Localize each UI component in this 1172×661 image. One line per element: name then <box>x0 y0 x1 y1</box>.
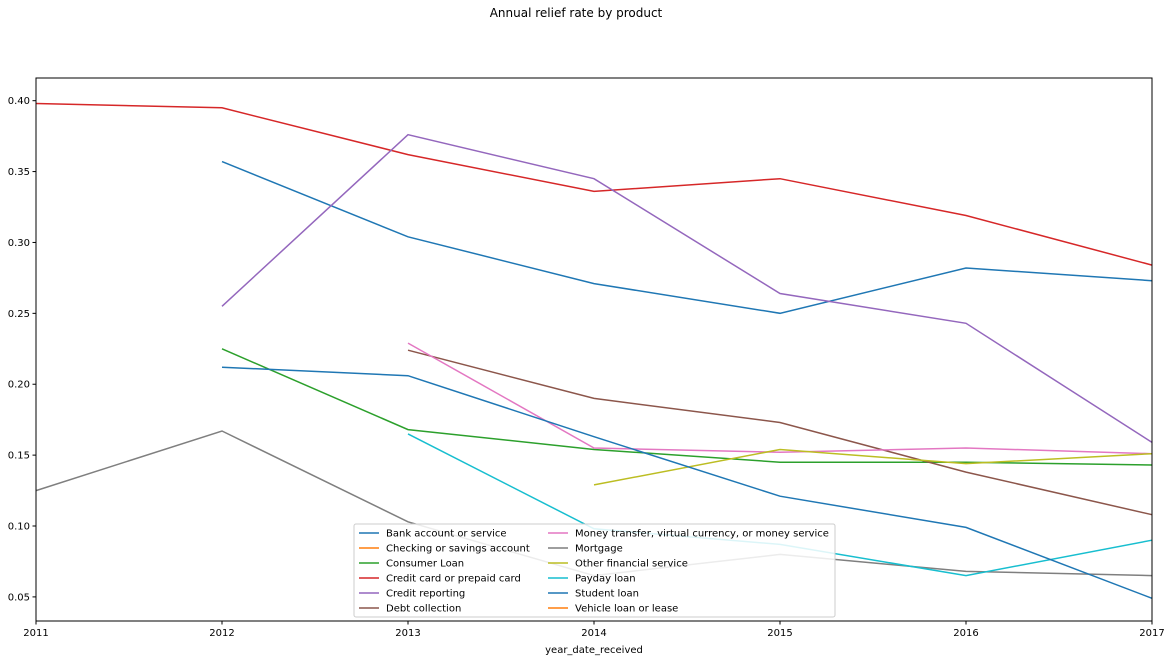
x-tick-label: 2016 <box>953 628 978 639</box>
y-tick-label: 0.15 <box>8 451 30 462</box>
y-tick-label: 0.30 <box>8 238 30 249</box>
x-tick-label: 2015 <box>767 628 792 639</box>
x-tick-label: 2012 <box>209 628 234 639</box>
series-line-2 <box>221 348 1153 466</box>
x-tick-label: 2013 <box>395 628 420 639</box>
legend-entry-label: Checking or savings account <box>386 544 530 555</box>
y-axis: 0.05 0.10 0.15 0.20 0.25 0.30 0.35 0.40 <box>8 96 36 603</box>
series-line-5 <box>407 349 1153 516</box>
series-line-10 <box>221 366 1153 600</box>
x-tick-label: 2014 <box>581 628 606 639</box>
legend-box <box>353 523 836 618</box>
legend-entry-label: Student loan <box>575 589 639 600</box>
y-tick-label: 0.40 <box>8 96 30 107</box>
legend-entry-label: Credit card or prepaid card <box>386 574 521 585</box>
legend-entry-label: Vehicle loan or lease <box>575 604 678 615</box>
legend-entry-label: Debt collection <box>386 604 461 615</box>
x-tick-label: 2011 <box>23 628 48 639</box>
x-axis-label: year_date_received <box>545 645 643 656</box>
x-tick-label: 2017 <box>1139 628 1164 639</box>
legend-entry-label: Mortgage <box>575 544 623 555</box>
legend-entry-label: Money transfer, virtual currency, or mon… <box>575 529 829 540</box>
y-tick-label: 0.05 <box>8 592 30 603</box>
legend-entry-label: Bank account or service <box>386 529 507 540</box>
legend: Bank account or service Checking or savin… <box>353 523 836 618</box>
y-tick-label: 0.35 <box>8 167 30 178</box>
x-axis: 2011 2012 2013 2014 2015 2016 2017 <box>23 621 1165 639</box>
y-tick-label: 0.10 <box>8 522 30 533</box>
series-line-0 <box>221 160 1153 315</box>
y-tick-label: 0.20 <box>8 380 30 391</box>
legend-entry-label: Consumer Loan <box>386 559 464 570</box>
legend-entry-label: Credit reporting <box>386 589 465 600</box>
y-tick-label: 0.25 <box>8 309 30 320</box>
legend-entry-label: Other financial service <box>575 559 688 570</box>
series-line-6 <box>407 342 1153 455</box>
chart-title: Annual relief rate by product <box>490 6 663 20</box>
series-line-4 <box>221 133 1153 444</box>
legend-entry-label: Payday loan <box>575 574 636 585</box>
series-line-3 <box>35 102 1153 266</box>
